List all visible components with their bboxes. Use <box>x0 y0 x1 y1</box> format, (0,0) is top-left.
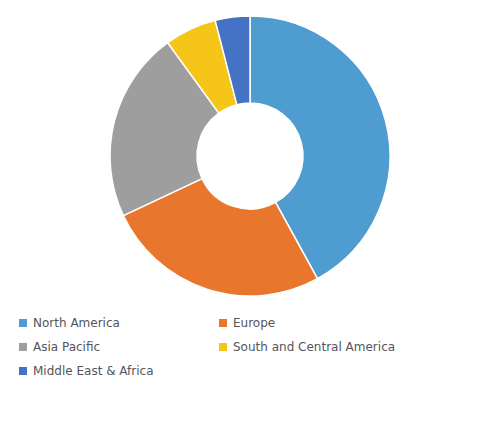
svg-text:Europe: Europe <box>233 316 275 330</box>
svg-text:South and Central America: South and Central America <box>233 340 395 354</box>
svg-text:North America: North America <box>33 316 120 330</box>
svg-text:Asia Pacific: Asia Pacific <box>33 340 100 354</box>
svg-text:Middle East & Africa: Middle East & Africa <box>33 364 154 378</box>
